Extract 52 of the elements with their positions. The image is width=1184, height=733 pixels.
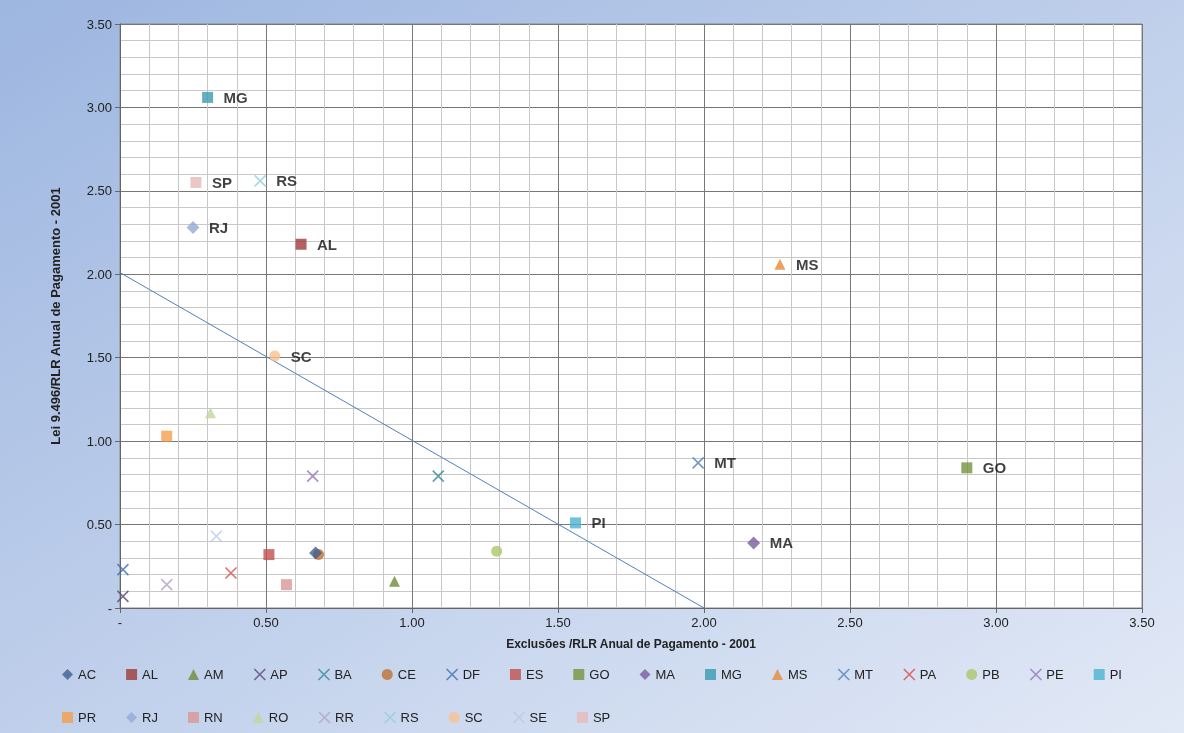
x-axis-title: Exclusões /RLR Anual de Pagamento - 2001 xyxy=(506,637,757,651)
legend-label: SE xyxy=(529,710,548,725)
legend-label: AM xyxy=(203,667,224,682)
annotation: MT xyxy=(714,454,736,472)
y-tick-label: 3.00 xyxy=(86,99,112,115)
legend-label: ES xyxy=(525,667,544,682)
legend-label: GO xyxy=(589,667,610,682)
y-tick-label: - xyxy=(107,600,112,616)
legend-label: RN xyxy=(203,710,223,725)
y-tick-label: 2.00 xyxy=(86,266,112,282)
y-tick-label: 0.50 xyxy=(86,517,112,533)
x-tick-label: 2.00 xyxy=(691,615,717,630)
annotation: RS xyxy=(276,172,297,190)
x-tick-label: - xyxy=(117,615,123,630)
legend-label: PB xyxy=(982,667,1000,682)
legend-label: PI xyxy=(1109,667,1122,682)
legend-label: SC xyxy=(464,710,483,725)
legend-label: PA xyxy=(919,667,937,682)
x-tick-label: 1.50 xyxy=(545,615,571,630)
legend-label: BA xyxy=(334,667,353,682)
y-tick-label: 2.50 xyxy=(86,183,112,199)
annotation: RJ xyxy=(209,219,229,237)
legend-label: DF xyxy=(462,667,481,682)
x-tick-label: 3.50 xyxy=(1129,615,1155,630)
legend-label: CE xyxy=(397,667,417,682)
annotation: SP xyxy=(211,174,232,192)
x-tick-label: 3.00 xyxy=(983,615,1009,630)
x-tick-label: 2.50 xyxy=(837,615,863,630)
legend-label: SP xyxy=(592,710,611,725)
legend-label: RR xyxy=(335,710,354,725)
y-tick-label: 1.00 xyxy=(86,433,112,449)
legend-label: PE xyxy=(1046,667,1065,682)
legend-label: AP xyxy=(270,667,288,682)
x-tick-label: 1.00 xyxy=(399,615,425,630)
annotation: MA xyxy=(769,534,794,552)
y-axis-title: Lei 9.496/RLR Anual de Pagamento - 2001 xyxy=(48,187,63,445)
legend-label: RJ xyxy=(142,710,158,725)
legend-label: MT xyxy=(854,667,874,682)
annotation: MS xyxy=(795,255,819,273)
legend-label: PR xyxy=(78,710,97,725)
legend-label: MG xyxy=(721,667,742,682)
annotation: MG xyxy=(223,88,248,106)
annotation: AL xyxy=(317,235,338,253)
legend-label: AL xyxy=(142,667,158,682)
y-tick-label: 3.50 xyxy=(86,16,112,32)
legend-label: MA xyxy=(655,667,676,682)
legend-label: AC xyxy=(78,667,97,682)
x-tick-label: 0.50 xyxy=(253,615,279,630)
legend-label: MS xyxy=(787,667,808,682)
legend-label: RO xyxy=(268,710,289,725)
y-tick-label: 1.50 xyxy=(86,350,112,366)
legend-label: RS xyxy=(400,710,420,725)
